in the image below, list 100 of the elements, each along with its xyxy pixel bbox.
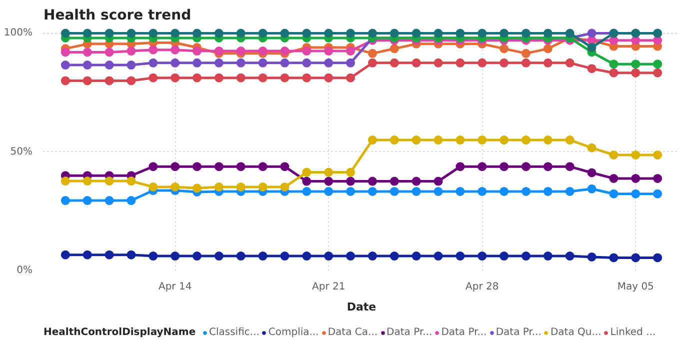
point (82, 250, 92, 260)
point (653, 253, 662, 262)
point (126, 76, 136, 86)
point (521, 136, 530, 144)
point (587, 28, 596, 38)
point (126, 176, 136, 186)
point (82, 48, 92, 57)
point (170, 45, 180, 54)
point (609, 150, 618, 160)
point (500, 162, 509, 172)
point (609, 174, 618, 183)
point (148, 45, 158, 54)
point (148, 162, 158, 172)
point (543, 187, 552, 196)
point (521, 252, 530, 261)
point (390, 176, 399, 186)
point (434, 176, 443, 186)
point (280, 252, 290, 261)
point (390, 252, 399, 261)
point (302, 28, 312, 38)
point (148, 58, 158, 68)
x-tick-label: Apr 14 (158, 282, 192, 292)
point (148, 28, 158, 38)
point (192, 58, 202, 68)
legend-label: Data Qu... (550, 327, 602, 338)
point (302, 176, 312, 186)
point (653, 68, 662, 78)
point (500, 58, 509, 68)
point (653, 174, 662, 183)
point (236, 162, 246, 172)
point (302, 252, 312, 261)
point (280, 58, 290, 68)
y-tick-label: 50% (10, 146, 33, 158)
point (170, 58, 180, 68)
point (236, 28, 246, 38)
point (126, 46, 136, 56)
point (653, 60, 662, 69)
point (565, 136, 574, 144)
point (412, 187, 421, 196)
point (148, 182, 158, 192)
point (170, 73, 180, 82)
legend-label: Data Pr... (386, 327, 432, 338)
point (390, 136, 399, 144)
point (631, 189, 640, 198)
point (214, 58, 224, 68)
point (60, 28, 70, 38)
point (631, 253, 640, 262)
point (280, 73, 290, 82)
point (324, 168, 334, 177)
point (543, 44, 552, 54)
point (631, 150, 640, 160)
point (60, 76, 70, 86)
point (456, 28, 465, 38)
point (258, 162, 268, 172)
point (412, 252, 421, 261)
point (214, 162, 224, 172)
point (631, 68, 640, 78)
legend-label: Data Pr... (441, 327, 487, 338)
point (434, 58, 443, 68)
point (104, 48, 114, 57)
point (631, 174, 640, 183)
point (456, 58, 465, 68)
point (192, 73, 202, 82)
legend-title: HealthControlDisplayName (44, 327, 196, 338)
point (653, 189, 662, 198)
point (302, 168, 312, 177)
point (192, 46, 202, 56)
point (368, 187, 377, 196)
point (126, 196, 136, 205)
point (390, 187, 399, 196)
point (82, 176, 92, 186)
point (609, 60, 618, 69)
x-tick-label: Apr 28 (466, 282, 499, 292)
point (521, 162, 530, 172)
point (60, 196, 70, 205)
point (346, 176, 356, 186)
point (280, 182, 290, 192)
point (500, 187, 509, 196)
point (346, 168, 356, 177)
y-tick-label: 100% (4, 28, 33, 39)
point (565, 252, 574, 261)
point (631, 60, 640, 69)
point (280, 162, 290, 172)
point (565, 28, 574, 38)
point (543, 162, 552, 172)
point (324, 176, 334, 186)
point (412, 58, 421, 68)
point (236, 73, 246, 82)
point (412, 28, 421, 38)
point (368, 58, 377, 68)
point (478, 58, 487, 68)
point (368, 136, 377, 144)
point (521, 187, 530, 196)
point (478, 187, 487, 196)
point (390, 28, 399, 38)
point (368, 176, 377, 186)
point (587, 252, 596, 262)
point (434, 252, 443, 261)
point (478, 136, 487, 144)
point (587, 184, 596, 194)
